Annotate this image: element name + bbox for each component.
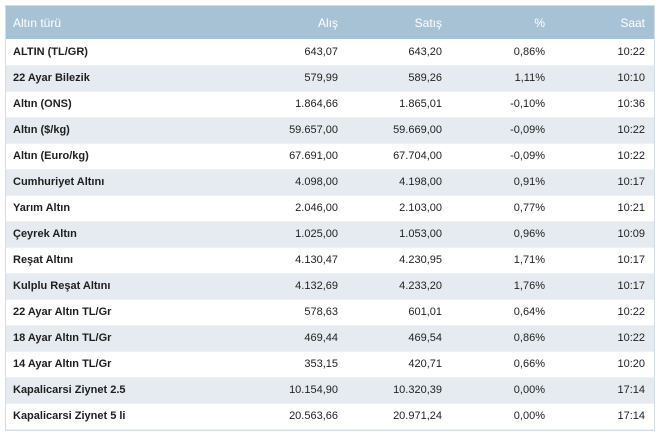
- gold-type-cell: Reşat Altını: [6, 247, 217, 274]
- sell-price-cell: 601,01: [340, 299, 444, 326]
- table-row: Cumhuriyet Altını 4.098,00 4.198,00 0,91% 10…: [6, 169, 654, 196]
- gold-type-cell: 22 Ayar Altın TL/Gr: [6, 299, 217, 326]
- sell-price-cell: 589,26: [340, 65, 444, 92]
- time-cell: 10:17: [547, 247, 654, 274]
- buy-price-cell: 643,07: [217, 39, 340, 66]
- change-percent-cell: 0,91%: [444, 169, 547, 196]
- change-percent-cell: -0,09%: [444, 117, 547, 144]
- time-cell: 10:17: [547, 169, 654, 196]
- table-row: 22 Ayar Altın TL/Gr 578,63 601,01 0,64% 10:2…: [6, 299, 654, 326]
- change-percent-cell: 1,11%: [444, 65, 547, 92]
- table-row: Kulplu Reşat Altını 4.132,69 4.233,20 1,76%…: [6, 273, 654, 300]
- buy-price-cell: 20.563,66: [217, 403, 340, 430]
- table-row: ALTIN (TL/GR) 643,07 643,20 0,86% 10:22: [6, 39, 654, 66]
- change-percent-cell: -0,10%: [444, 91, 547, 118]
- buy-price-cell: 353,15: [217, 351, 340, 378]
- time-cell: 10:22: [547, 143, 654, 170]
- gold-type-cell: Altın ($/kg): [6, 117, 217, 144]
- table-row: 22 Ayar Bilezik 579,99 589,26 1,11% 10:10: [6, 65, 654, 92]
- time-cell: 10:22: [547, 39, 654, 66]
- table-row: Altın (Euro/kg) 67.691,00 67.704,00 -0,09% 1…: [6, 143, 654, 170]
- change-percent-cell: 0,96%: [444, 221, 547, 248]
- sell-price-cell: 10.320,39: [340, 377, 444, 404]
- gold-type-cell: Kapalicarsi Ziynet 5 li: [6, 403, 217, 430]
- gold-type-cell: Kapalicarsi Ziynet 2.5: [6, 377, 217, 404]
- change-percent-cell: 1,76%: [444, 273, 547, 300]
- change-percent-cell: 0,66%: [444, 351, 547, 378]
- sell-price-cell: 20.971,24: [340, 403, 444, 430]
- buy-price-cell: 4.098,00: [217, 169, 340, 196]
- table-row: Kapalicarsi Ziynet 5 li 20.563,66 20.971,2…: [6, 403, 654, 430]
- table-row: Altın ($/kg) 59.657,00 59.669,00 -0,09% 10:2…: [6, 117, 654, 144]
- header-time: Saat: [620, 15, 645, 30]
- time-cell: 10:22: [547, 325, 654, 352]
- buy-price-cell: 579,99: [217, 65, 340, 92]
- buy-price-cell: 1.864,66: [217, 91, 340, 118]
- sell-price-cell: 59.669,00: [340, 117, 444, 144]
- buy-price-cell: 59.657,00: [217, 117, 340, 144]
- time-cell: 10:22: [547, 117, 654, 144]
- table-row: 14 Ayar Altın TL/Gr 353,15 420,71 0,66% 10:2…: [6, 351, 654, 378]
- time-cell: 10:20: [547, 351, 654, 378]
- gold-type-cell: Altın (ONS): [6, 91, 217, 118]
- header-change-percent: %: [534, 15, 545, 30]
- gold-type-cell: Kulplu Reşat Altını: [6, 273, 217, 300]
- header-sell: Satış: [414, 15, 442, 30]
- time-cell: 10:17: [547, 273, 654, 300]
- change-percent-cell: 0,86%: [444, 325, 547, 352]
- gold-prices-table: Altın türü Alış Satış % Saat ALTIN (TL/G…: [6, 6, 654, 430]
- change-percent-cell: 0,86%: [444, 39, 547, 66]
- time-cell: 10:10: [547, 65, 654, 92]
- gold-type-cell: Cumhuriyet Altını: [6, 169, 217, 196]
- change-percent-cell: 0,00%: [444, 377, 547, 404]
- sell-price-cell: 4.198,00: [340, 169, 444, 196]
- change-percent-cell: 0,77%: [444, 195, 547, 222]
- buy-price-cell: 2.046,00: [217, 195, 340, 222]
- gold-type-cell: Çeyrek Altın: [6, 221, 217, 248]
- sell-price-cell: 4.230,95: [340, 247, 444, 274]
- table-row: 18 Ayar Altın TL/Gr 469,44 469,54 0,86% 10:2…: [6, 325, 654, 352]
- gold-type-cell: Yarım Altın: [6, 195, 217, 222]
- table-row: Altın (ONS) 1.864,66 1.865,01 -0,10% 10:36: [6, 91, 654, 118]
- sell-price-cell: 420,71: [340, 351, 444, 378]
- change-percent-cell: -0,09%: [444, 143, 547, 170]
- sell-price-cell: 2.103,00: [340, 195, 444, 222]
- time-cell: 17:14: [547, 377, 654, 404]
- sell-price-cell: 1.865,01: [340, 91, 444, 118]
- time-cell: 17:14: [547, 403, 654, 430]
- table-body: ALTIN (TL/GR) 643,07 643,20 0,86% 10:22 22 Ay…: [6, 39, 654, 430]
- time-cell: 10:21: [547, 195, 654, 222]
- sell-price-cell: 4.233,20: [340, 273, 444, 300]
- table-row: Yarım Altın 2.046,00 2.103,00 0,77% 10:21: [6, 195, 654, 222]
- change-percent-cell: 1,71%: [444, 247, 547, 274]
- gold-type-cell: ALTIN (TL/GR): [6, 39, 217, 66]
- buy-price-cell: 469,44: [217, 325, 340, 352]
- gold-type-cell: 18 Ayar Altın TL/Gr: [6, 325, 217, 352]
- buy-price-cell: 10.154,90: [217, 377, 340, 404]
- gold-type-cell: 14 Ayar Altın TL/Gr: [6, 351, 217, 378]
- gold-prices-table-frame: Altın türü Alış Satış % Saat ALTIN (TL/G…: [5, 5, 655, 431]
- gold-type-cell: Altın (Euro/kg): [6, 143, 217, 170]
- sell-price-cell: 67.704,00: [340, 143, 444, 170]
- buy-price-cell: 578,63: [217, 299, 340, 326]
- sell-price-cell: 643,20: [340, 39, 444, 66]
- header-buy: Alış: [317, 15, 338, 30]
- sell-price-cell: 469,54: [340, 325, 444, 352]
- table-row: Çeyrek Altın 1.025,00 1.053,00 0,96% 10:09: [6, 221, 654, 248]
- time-cell: 10:09: [547, 221, 654, 248]
- sell-price-cell: 1.053,00: [340, 221, 444, 248]
- time-cell: 10:22: [547, 299, 654, 326]
- table-header-row: Altın türü Alış Satış % Saat: [6, 6, 654, 39]
- change-percent-cell: 0,64%: [444, 299, 547, 326]
- buy-price-cell: 67.691,00: [217, 143, 340, 170]
- table-row: Kapalicarsi Ziynet 2.5 10.154,90 10.320,39…: [6, 377, 654, 404]
- header-gold-type: Altın türü: [13, 15, 62, 30]
- change-percent-cell: 0,00%: [444, 403, 547, 430]
- time-cell: 10:36: [547, 91, 654, 118]
- buy-price-cell: 4.130,47: [217, 247, 340, 274]
- table-row: Reşat Altını 4.130,47 4.230,95 1,71% 10:17: [6, 247, 654, 274]
- buy-price-cell: 1.025,00: [217, 221, 340, 248]
- gold-type-cell: 22 Ayar Bilezik: [6, 65, 217, 92]
- buy-price-cell: 4.132,69: [217, 273, 340, 300]
